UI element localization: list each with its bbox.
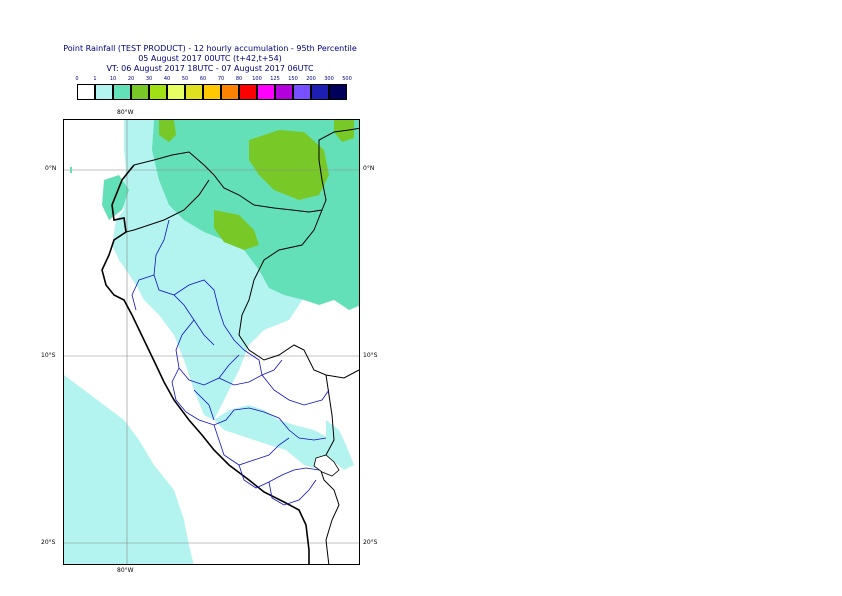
- legend-threshold-label: 80: [235, 76, 243, 82]
- legend-swatch-14: [329, 84, 347, 100]
- axis-label-lat10-right: 10°S: [363, 352, 378, 359]
- border-peru-ecuador: [125, 179, 210, 233]
- legend-threshold-label: 20: [127, 76, 135, 82]
- legend-threshold-label: 10: [109, 76, 117, 82]
- legend-swatch-5: [167, 84, 185, 100]
- legend-swatch-2: [113, 84, 131, 100]
- galapagos-marker: [70, 167, 72, 173]
- rain-area-green-1: [249, 130, 329, 200]
- rain-area-green-3: [159, 120, 176, 142]
- legend-swatch-11: [275, 84, 293, 100]
- legend-swatch-10: [257, 84, 275, 100]
- legend-threshold-label: 500: [342, 76, 352, 82]
- legend-threshold-label: 30: [145, 76, 153, 82]
- axis-label-lat0-right: 0°N: [363, 165, 375, 172]
- legend-swatch-3: [131, 84, 149, 100]
- legend-swatch-13: [311, 84, 329, 100]
- rain-area-light-andes: [214, 405, 334, 470]
- axis-label-lon-bottom: 80°W: [117, 567, 134, 574]
- legend-threshold-label: 70: [217, 76, 225, 82]
- legend-threshold-label: 40: [163, 76, 171, 82]
- legend-threshold-label: 60: [199, 76, 207, 82]
- axis-label-lat0-left: 0°N: [45, 165, 57, 172]
- border-ecuador-colombia: [133, 127, 359, 213]
- title-line-2: 05 August 2017 00UTC (t+42,t+54): [138, 54, 282, 63]
- rain-area-green-2: [214, 210, 259, 250]
- map-frame: [63, 119, 360, 565]
- coastline: [101, 164, 310, 564]
- legend-threshold-label: 150: [288, 76, 298, 82]
- rainfall-map: [64, 120, 359, 564]
- legend-threshold-label: 0: [75, 76, 79, 82]
- title-line-3: VT: 06 August 2017 18UTC - 07 August 201…: [106, 64, 314, 73]
- legend-swatch-0: [77, 84, 95, 100]
- axis-label-lat20-left: 20°S: [41, 539, 56, 546]
- legend-threshold-label: 100: [252, 76, 262, 82]
- legend-swatch-12: [293, 84, 311, 100]
- border-peru-bolivia: [318, 374, 340, 564]
- legend-threshold-label: 50: [181, 76, 189, 82]
- legend-swatch-8: [221, 84, 239, 100]
- legend-swatch-1: [95, 84, 113, 100]
- axis-label-lon-top: 80°W: [117, 109, 134, 116]
- legend-threshold-label: 300: [324, 76, 334, 82]
- lake-titicaca: [313, 454, 340, 477]
- rain-area-light-pacific: [64, 375, 194, 564]
- legend-threshold-label: 200: [306, 76, 316, 82]
- title-line-1: Point Rainfall (TEST PRODUCT) - 12 hourl…: [63, 44, 357, 53]
- legend-swatch-7: [203, 84, 221, 100]
- legend-swatch-4: [149, 84, 167, 100]
- legend-threshold-label: 125: [270, 76, 280, 82]
- axis-label-lat10-left: 10°S: [41, 352, 56, 359]
- legend-swatch-6: [185, 84, 203, 100]
- regional-borders: [131, 219, 330, 506]
- legend-threshold-label: 1: [93, 76, 97, 82]
- axis-label-lat20-right: 20°S: [363, 539, 378, 546]
- legend-swatch-9: [239, 84, 257, 100]
